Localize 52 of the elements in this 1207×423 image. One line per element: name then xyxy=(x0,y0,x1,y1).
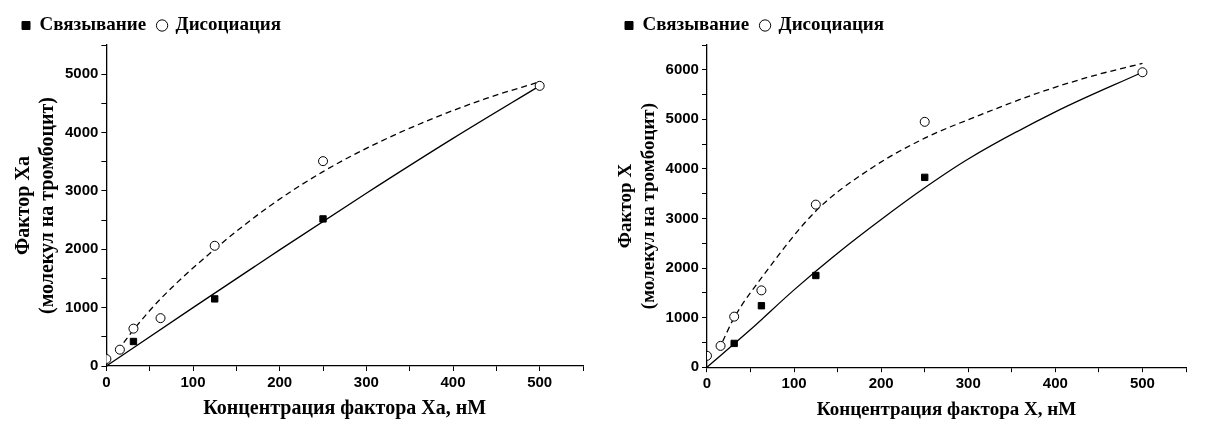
point xyxy=(209,240,220,251)
x-tick-label: 0 xyxy=(102,373,111,391)
y-tick-label: 3000 xyxy=(64,181,99,199)
point xyxy=(757,302,766,310)
point xyxy=(921,173,929,182)
point xyxy=(919,116,930,127)
point xyxy=(729,311,740,322)
x-tick-label: 300 xyxy=(955,374,981,392)
y-tick-label: 4000 xyxy=(665,159,699,177)
y-axis-title: Фактор Xa (молекул на тромбоцит) xyxy=(11,96,59,315)
x-tick-label: 200 xyxy=(267,373,293,391)
y-tick-label: 4000 xyxy=(64,122,99,140)
point xyxy=(318,156,329,167)
y-tick-label: 1000 xyxy=(665,307,699,325)
y-axis-title: Фактор X (молекул на тромбоцит) xyxy=(614,103,660,310)
point xyxy=(114,344,125,355)
point xyxy=(715,340,726,351)
x-axis-title: Концентрация фактора Xa, нМ xyxy=(203,396,487,420)
y-tick-label: 2000 xyxy=(665,258,699,276)
x-tick-label: 100 xyxy=(781,374,807,392)
legend-label: Дисоциация xyxy=(175,13,282,35)
y-tick-label: 2000 xyxy=(64,239,99,257)
x-tick-label: 100 xyxy=(180,373,206,391)
point xyxy=(1137,67,1148,78)
x-tick-label: 500 xyxy=(527,373,553,391)
point xyxy=(756,285,767,296)
point xyxy=(128,323,139,334)
legend-label: Связывание xyxy=(39,13,147,35)
legend-label: Связывание xyxy=(642,13,750,35)
x-tick-label: 400 xyxy=(1042,374,1068,392)
x-tick-label: 300 xyxy=(353,373,379,391)
y-tick-label: 5000 xyxy=(64,64,99,82)
point xyxy=(319,215,327,223)
x-tick-label: 400 xyxy=(440,373,466,391)
point xyxy=(812,271,820,280)
point xyxy=(810,199,821,210)
x-tick-label: 0 xyxy=(702,374,712,392)
y-tick-label: 5000 xyxy=(665,109,699,127)
y-tick-label: 6000 xyxy=(665,59,699,77)
x-tick-label: 500 xyxy=(1129,374,1155,392)
legend-label: Дисоциация xyxy=(778,13,885,35)
x-axis-title: Концентрация фактора X, нМ xyxy=(816,397,1077,419)
point xyxy=(730,339,738,348)
point xyxy=(211,295,219,303)
y-tick-label: 0 xyxy=(90,356,99,374)
point xyxy=(155,313,166,324)
y-tick-label: 1000 xyxy=(64,297,99,315)
point xyxy=(129,337,138,346)
point xyxy=(534,80,545,91)
y-tick-label: 3000 xyxy=(665,208,699,226)
x-tick-label: 200 xyxy=(868,374,894,392)
y-tick-label: 0 xyxy=(690,357,699,375)
